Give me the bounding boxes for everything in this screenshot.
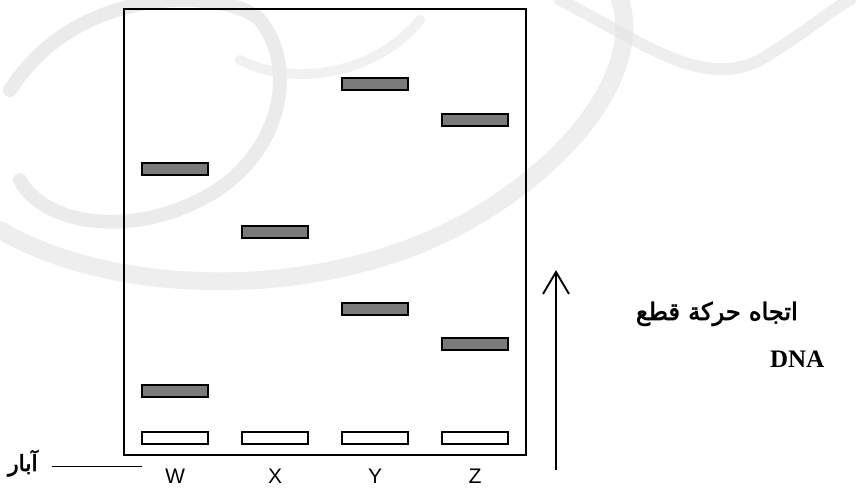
gel-frame: [123, 8, 527, 456]
band-w-2: [141, 384, 209, 398]
lane-label-x: X: [267, 465, 282, 488]
well-x: [241, 431, 309, 445]
migration-direction-label: اتجاه حركة قطع: [636, 297, 798, 326]
wells-pointer-line: [52, 466, 142, 467]
wells-label: آبار: [8, 451, 38, 477]
band-z-1: [441, 113, 509, 127]
band-x-1: [241, 225, 309, 239]
well-w: [141, 431, 209, 445]
band-w-1: [141, 162, 209, 176]
lane-label-y: Y: [367, 465, 382, 488]
band-y-2: [341, 302, 409, 316]
lane-label-z: Z: [468, 465, 482, 488]
arrow-up-icon: [542, 270, 570, 470]
lane-label-w: W: [165, 465, 185, 488]
well-z: [441, 431, 509, 445]
band-y-1: [341, 77, 409, 91]
well-y: [341, 431, 409, 445]
band-z-2: [441, 337, 509, 351]
migration-direction-label-dna: DNA: [770, 346, 825, 373]
